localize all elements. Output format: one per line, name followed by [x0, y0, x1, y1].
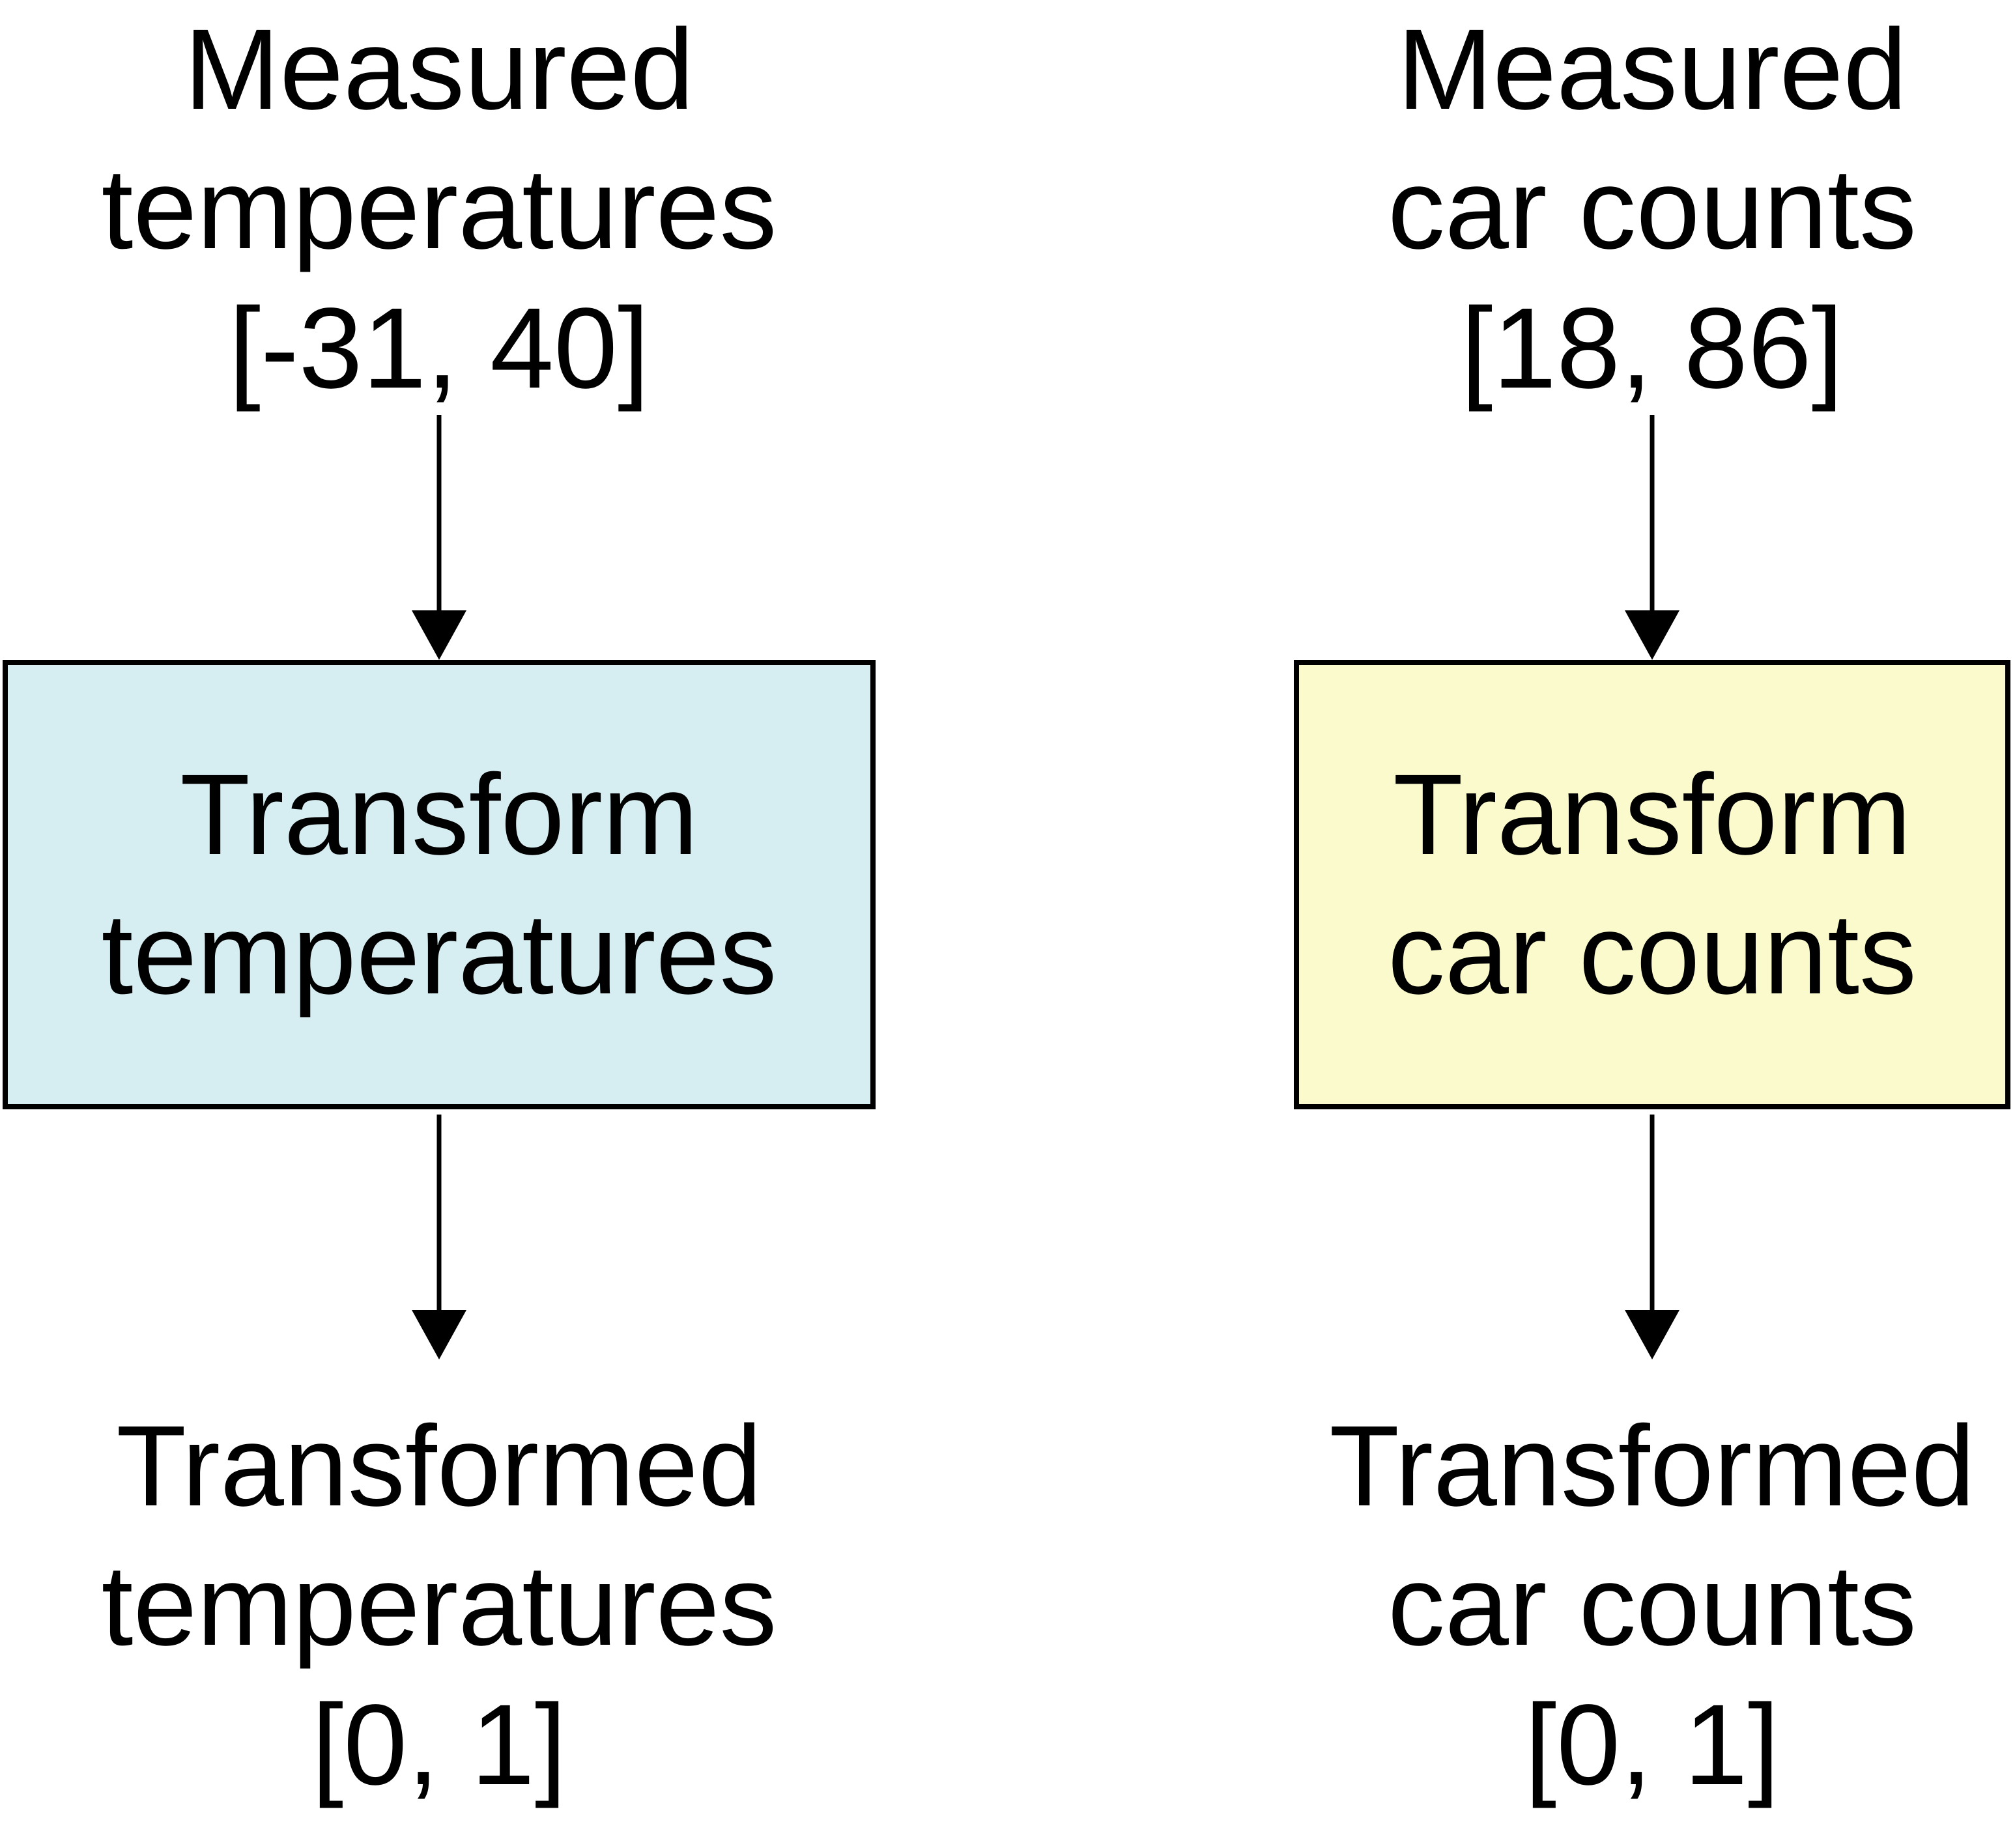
- input-line-1: Measured: [184, 6, 694, 134]
- input-line-2: temperatures: [101, 145, 777, 273]
- car-count-pipeline: Measured car counts [18, 86] Transform c…: [1294, 0, 2010, 1848]
- output-range: [0, 1]: [311, 1681, 567, 1809]
- temperature-pipeline: Measured temperatures [-31, 40] Transfor…: [3, 0, 876, 1848]
- arrow-down-icon: [407, 1115, 472, 1359]
- measured-car-counts-label: Measured car counts [18, 86]: [1294, 0, 2010, 418]
- output-line-1: Transformed: [1329, 1402, 1975, 1530]
- arrow-down-icon: [1620, 415, 1685, 660]
- measured-temperatures-label: Measured temperatures [-31, 40]: [3, 0, 876, 418]
- output-line-2: car counts: [1388, 1542, 1917, 1670]
- output-line-2: temperatures: [101, 1542, 777, 1670]
- output-range: [0, 1]: [1524, 1681, 1780, 1809]
- input-line-2: car counts: [1388, 145, 1917, 273]
- transformed-car-counts-label: Transformed car counts [0, 1]: [1294, 1397, 2010, 1815]
- input-line-1: Measured: [1397, 6, 1908, 134]
- box-line-1: Transform: [180, 751, 698, 879]
- box-line-1: Transform: [1393, 751, 1911, 879]
- box-line-2: car counts: [1388, 890, 1917, 1018]
- input-range: [18, 86]: [1461, 285, 1844, 412]
- transform-car-counts-box: Transform car counts: [1294, 660, 2010, 1109]
- arrow-down-icon: [1620, 1115, 1685, 1359]
- arrow-down-icon: [407, 415, 472, 660]
- output-line-1: Transformed: [116, 1402, 762, 1530]
- box-line-2: temperatures: [101, 890, 777, 1018]
- input-range: [-31, 40]: [229, 285, 650, 412]
- transformed-temperatures-label: Transformed temperatures [0, 1]: [3, 1397, 876, 1815]
- transform-temperatures-box: Transform temperatures: [3, 660, 876, 1109]
